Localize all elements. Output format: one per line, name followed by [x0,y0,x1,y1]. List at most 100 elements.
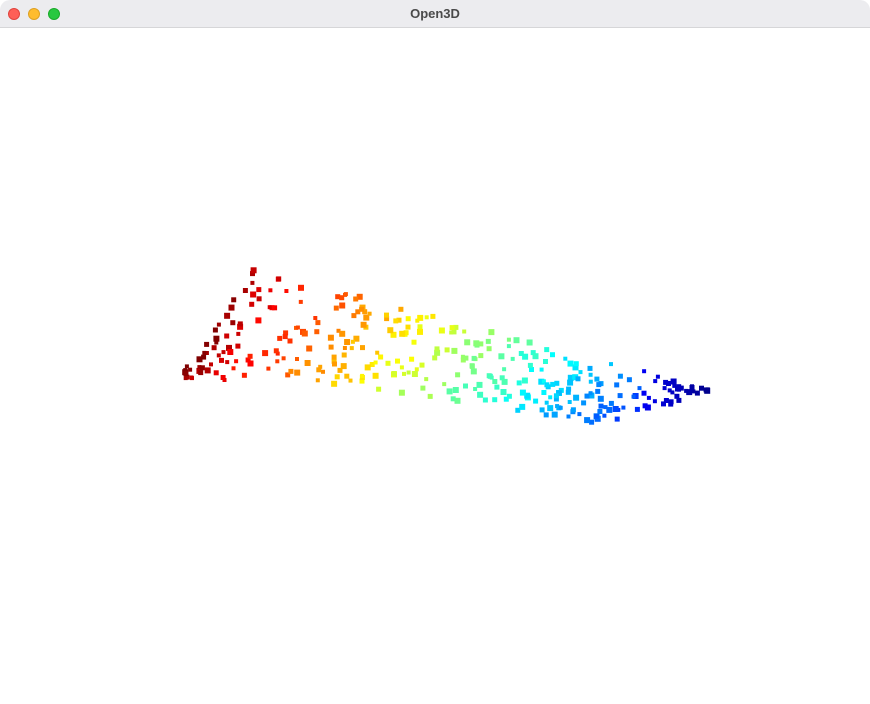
cloud-point [331,358,337,364]
cloud-point [584,417,591,424]
cloud-point [631,394,636,399]
cloud-point [577,412,582,417]
cloud-point [424,377,429,382]
cloud-point [245,357,251,363]
cloud-point [558,405,563,410]
cloud-point [227,349,234,355]
cloud-point [430,313,436,319]
cloud-point [478,341,484,347]
cloud-point [225,360,230,365]
cloud-point [427,393,433,399]
cloud-point [449,325,455,331]
cloud-point [609,362,613,367]
cloud-point [529,367,534,372]
cloud-point [473,387,478,391]
cloud-point [454,397,461,404]
cloud-point [637,386,642,391]
cloud-point [477,391,484,398]
cloud-point [462,329,467,334]
cloud-point [216,322,221,327]
cloud-point [444,347,450,353]
3d-viewport[interactable] [0,29,870,704]
cloud-point [183,371,189,377]
cloud-point [219,357,224,363]
title-bar[interactable]: Open3D [0,0,870,28]
cloud-point [572,374,579,381]
cloud-point [235,343,241,349]
cloud-point [588,392,595,399]
cloud-point [212,327,218,333]
cloud-point [598,403,604,409]
cloud-point [414,367,419,372]
cloud-point [276,276,282,282]
cloud-point [503,396,509,402]
minimize-icon[interactable] [28,8,40,20]
cloud-point [419,362,425,368]
cloud-point [332,361,337,367]
cloud-point [315,378,320,383]
cloud-point [353,335,360,342]
cloud-point [387,327,394,334]
cloud-point [343,292,348,297]
cloud-point [641,390,647,396]
cloud-point [230,320,236,326]
cloud-point [506,393,512,399]
cloud-point [211,345,217,351]
cloud-point [188,367,193,372]
cloud-point [420,385,426,391]
cloud-point [519,389,526,396]
cloud-point [486,346,492,352]
cloud-point [197,365,202,370]
cloud-point [548,395,553,400]
cloud-point [249,301,255,307]
cloud-point [597,409,603,414]
cloud-point [556,390,562,396]
cloud-point [250,271,255,277]
cloud-point [442,382,447,387]
cloud-point [498,353,505,360]
cloud-point [522,353,529,360]
cloud-point [255,317,262,324]
cloud-point [250,280,255,285]
cloud-point [566,414,571,419]
cloud-point [269,305,275,311]
cloud-point [676,397,682,403]
close-icon[interactable] [8,8,20,20]
cloud-point [519,403,526,410]
cloud-point [402,371,406,376]
cloud-point [626,377,632,383]
cloud-point [506,337,511,342]
cloud-point [594,376,600,382]
cloud-point [541,390,547,395]
cloud-point [204,367,211,374]
cloud-point [432,355,438,361]
cloud-point [184,374,190,380]
cloud-point [527,362,533,368]
cloud-point [417,324,423,330]
cloud-point [632,393,639,399]
cloud-point [272,305,278,311]
cloud-point [266,366,271,371]
cloud-point [674,393,680,399]
cloud-point [488,329,495,336]
cloud-point [663,398,669,403]
cloud-point [339,295,345,301]
cloud-point [226,344,232,351]
cloud-point [543,359,548,364]
cloud-point [449,330,454,335]
cloud-point [405,324,411,330]
cloud-point [360,345,365,351]
cloud-point [333,305,339,311]
cloud-point [663,379,669,385]
zoom-icon[interactable] [48,8,60,20]
cloud-point [376,386,382,392]
cloud-point [327,334,334,341]
cloud-point [331,354,337,360]
cloud-point [464,339,471,346]
cloud-point [492,397,498,403]
cloud-point [608,400,614,406]
cloud-point [563,356,568,361]
cloud-point [369,362,375,367]
cloud-point [678,385,684,391]
